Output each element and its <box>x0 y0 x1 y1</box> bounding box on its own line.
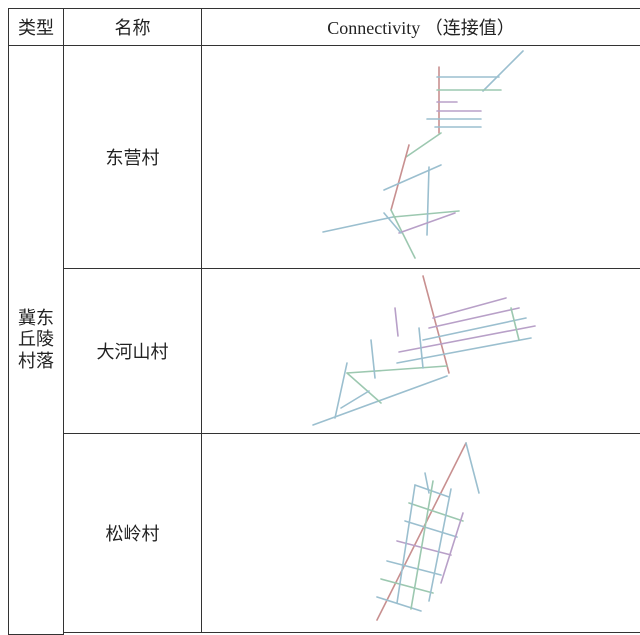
name-cell: 大河山村 <box>63 268 202 434</box>
header-text: Connectivity （连接值） <box>327 18 515 38</box>
header-text: 类型 <box>18 18 54 38</box>
group-cell: 冀东丘陵村落 <box>8 45 64 635</box>
name-cell: 东营村 <box>63 45 202 269</box>
road-network <box>376 442 480 621</box>
header-cell: Connectivity （连接值） <box>201 8 640 46</box>
road-network <box>322 50 524 259</box>
header-cell: 名称 <box>63 8 202 46</box>
name-cell: 松岭村 <box>63 433 202 633</box>
group-text: 冀东丘陵村落 <box>17 307 54 371</box>
header-text: 名称 <box>114 18 151 38</box>
header-cell: 类型 <box>8 8 64 46</box>
name-text: 东营村 <box>105 148 160 168</box>
name-text: 大河山村 <box>96 342 169 362</box>
name-text: 松岭村 <box>105 524 160 544</box>
road-network <box>312 275 536 426</box>
